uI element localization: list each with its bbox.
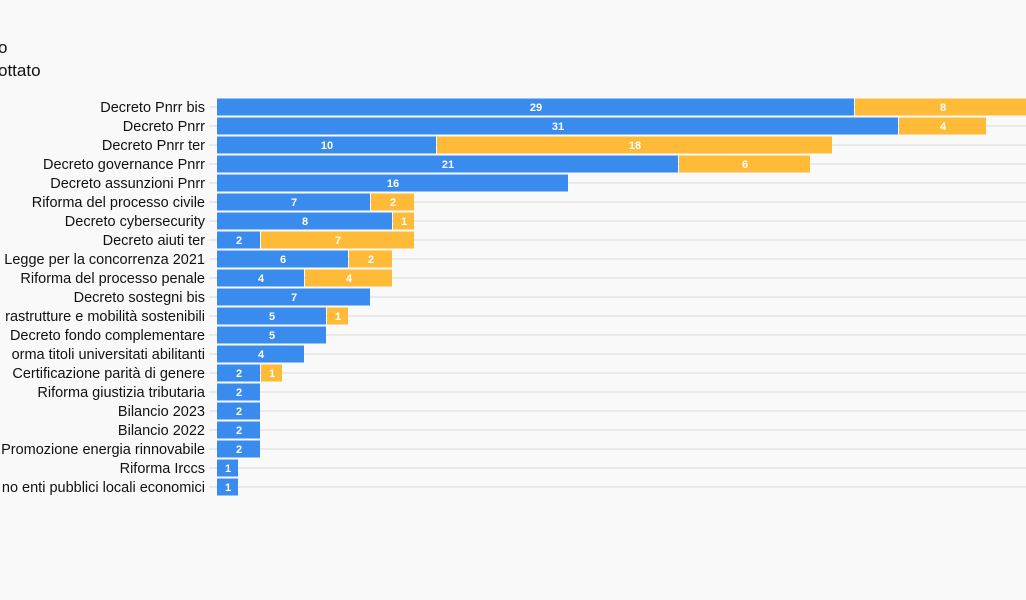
bar-segment	[217, 440, 260, 458]
bar-segment	[855, 98, 1026, 116]
data-label: 21	[442, 159, 454, 171]
data-label: 10	[321, 140, 333, 152]
bar-segment	[217, 174, 568, 192]
data-label: 2	[368, 254, 374, 266]
category-label: Decreto Pnrr	[123, 119, 205, 135]
data-label: 4	[258, 273, 265, 285]
category-label: Decreto sostegni bis	[74, 290, 205, 306]
category-label: Decreto assunzioni Pnrr	[50, 176, 205, 192]
category-label: Riforma giustizia tributaria	[37, 385, 206, 401]
bar-segment	[217, 250, 348, 268]
data-label: 31	[552, 121, 564, 133]
bar-segment	[327, 307, 348, 325]
bar-segment	[217, 288, 370, 306]
data-label: 2	[390, 197, 396, 209]
bar-segment	[217, 269, 304, 287]
data-label: 6	[280, 254, 286, 266]
bar-segment	[217, 98, 854, 116]
category-label: Riforma Irccs	[120, 461, 205, 477]
data-label: 1	[225, 482, 231, 494]
category-label: Bilancio 2023	[118, 404, 205, 420]
bar-segment	[217, 193, 370, 211]
data-label: 6	[742, 159, 748, 171]
category-label: Decreto cybersecurity	[65, 214, 206, 230]
category-label: Decreto fondo complementare	[10, 328, 205, 344]
data-label: 8	[302, 216, 308, 228]
bar-segment	[217, 345, 304, 363]
bar-segment	[261, 231, 414, 249]
category-label: Decreto Pnrr ter	[102, 138, 205, 154]
bar-segment	[899, 117, 986, 135]
category-label: Certificazione parità di genere	[12, 366, 205, 382]
data-label: 16	[387, 178, 399, 190]
data-label: 7	[291, 197, 297, 209]
data-label: 18	[629, 140, 641, 152]
data-label: 2	[236, 235, 242, 247]
data-label: 2	[236, 425, 242, 437]
category-label: Decreto Pnrr bis	[100, 100, 205, 116]
data-label: 7	[335, 235, 341, 247]
category-label: Riforma del processo civile	[32, 195, 205, 211]
legend-item-1: o	[0, 38, 8, 57]
bar-segment	[217, 326, 326, 344]
bar-segment	[217, 155, 678, 173]
bar-segment	[437, 136, 832, 154]
data-label: 4	[258, 349, 265, 361]
data-label: 2	[236, 406, 242, 418]
data-label: 1	[335, 311, 341, 323]
bar-segment	[305, 269, 392, 287]
bar-segment	[349, 250, 392, 268]
bar-segment	[679, 155, 810, 173]
category-label: Decreto governance Pnrr	[43, 157, 205, 173]
category-label: Promozione energia rinnovabile	[1, 442, 205, 458]
data-label: 8	[940, 102, 946, 114]
data-label: 2	[236, 368, 242, 380]
category-label: Legge per la concorrenza 2021	[4, 252, 205, 268]
bar-segment	[261, 364, 282, 382]
bar-segment	[371, 193, 414, 211]
category-label: Decreto aiuti ter	[103, 233, 206, 249]
bar-segment	[217, 307, 326, 325]
bar-segment	[217, 402, 260, 420]
bar-segment	[217, 117, 898, 135]
bar-segment	[217, 231, 260, 249]
data-label: 4	[940, 121, 947, 133]
category-label: Bilancio 2022	[118, 423, 205, 439]
bar-segment	[217, 383, 260, 401]
category-label: rastrutture e mobilità sostenibili	[5, 309, 205, 325]
data-label: 29	[530, 102, 542, 114]
bar-segment	[217, 459, 238, 477]
data-label: 7	[291, 292, 297, 304]
bar-segment	[217, 421, 260, 439]
bar-segment	[217, 212, 392, 230]
bar-segment	[393, 212, 414, 230]
category-label: Riforma del processo penale	[20, 271, 205, 287]
data-label: 2	[236, 444, 242, 456]
legend-item-2: ottato	[0, 61, 41, 80]
data-label: 1	[401, 216, 407, 228]
data-label: 2	[236, 387, 242, 399]
data-label: 5	[269, 330, 275, 342]
category-label: no enti pubblici locali economici	[2, 480, 205, 496]
data-label: 4	[346, 273, 353, 285]
bar-segment	[217, 478, 238, 496]
bar-segment	[217, 136, 436, 154]
data-label: 1	[225, 463, 231, 475]
data-label: 1	[269, 368, 275, 380]
category-label: orma titoli universitati abilitanti	[12, 347, 205, 363]
bar-segment	[217, 364, 260, 382]
data-label: 5	[269, 311, 275, 323]
